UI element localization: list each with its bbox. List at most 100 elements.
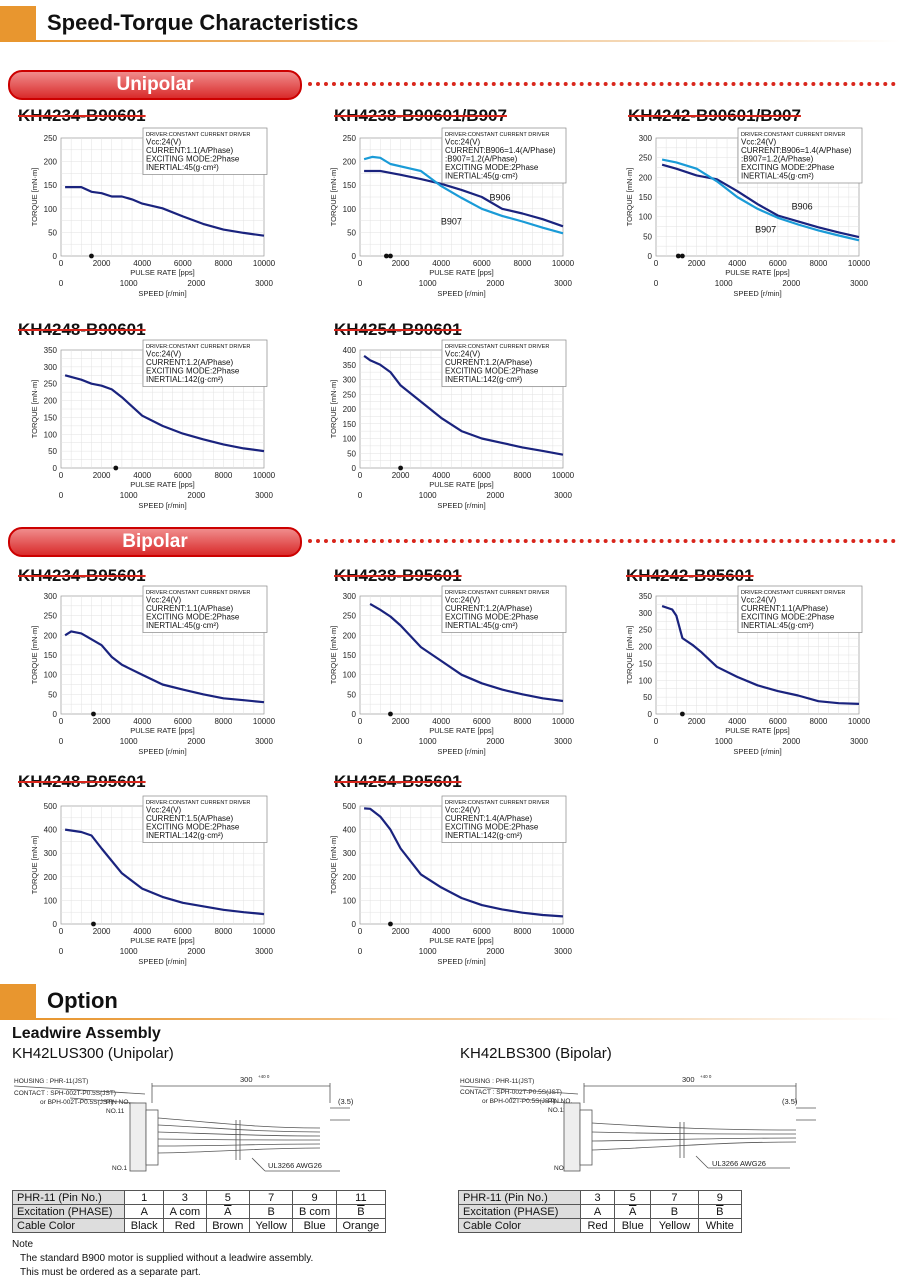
spec-box — [142, 127, 268, 175]
spec-line: EXCITING MODE:2Phase — [146, 823, 240, 832]
table-cell: 5 — [205, 1190, 250, 1205]
spec-line: INERTIAL:142(g·cm²) — [445, 375, 523, 384]
table-cell: 9 — [292, 1190, 337, 1205]
y-tick-label: 100 — [343, 896, 357, 905]
speed-tick-label: 0 — [59, 737, 64, 746]
table-cell: Black — [124, 1218, 165, 1233]
x-tick-label: 8000 — [215, 259, 233, 268]
contact-alt-label: or BPH-002T-P0.5S(JST) — [482, 1098, 555, 1105]
x-tick-label: 4000 — [432, 471, 450, 480]
speed-axis-label: SPEED [r/min] — [437, 747, 485, 756]
spec-line: DRIVER:CONSTANT CURRENT DRIVER — [146, 344, 250, 350]
y-axis-label: TORQUE [mN·m] — [30, 626, 39, 685]
x-tick-label: 10000 — [848, 259, 871, 268]
y-tick-label: 100 — [343, 205, 357, 214]
series-line — [661, 163, 860, 239]
speed-tick-label: 2000 — [782, 279, 800, 288]
spec-line: INERTIAL:45(g·cm²) — [146, 621, 219, 630]
speed-tick-label: 0 — [358, 491, 363, 500]
spec-box — [441, 585, 567, 633]
y-tick-label: 300 — [343, 376, 357, 385]
x-tick-label: 0 — [59, 259, 64, 268]
speed-tick-label: 2000 — [187, 737, 205, 746]
speed-tick-label: 1000 — [419, 737, 437, 746]
y-tick-label: 200 — [343, 158, 357, 167]
table-cell: A — [579, 1204, 616, 1219]
y-tick-label: 0 — [352, 920, 357, 929]
x-axis-label: PULSE RATE [pps] — [725, 726, 789, 735]
spec-line: Vcc:24(V) — [445, 806, 480, 815]
x-tick-label: 6000 — [174, 471, 192, 480]
series-line — [363, 355, 564, 456]
y-tick-label: 250 — [44, 380, 58, 389]
x-tick-label: 6000 — [473, 717, 491, 726]
y-tick-label: 50 — [643, 232, 652, 241]
x-tick-label: 10000 — [253, 717, 276, 726]
length-dimension: 300 — [240, 1075, 253, 1084]
series-line — [64, 374, 265, 453]
y-tick-label: 100 — [639, 676, 653, 685]
chart-title: KH4254-B95601 — [334, 772, 462, 791]
series-annotation: B906 — [792, 202, 813, 212]
data-point — [91, 921, 96, 927]
spec-line: INERTIAL:45(g·cm²) — [146, 163, 219, 172]
y-tick-label: 150 — [639, 659, 653, 668]
y-axis-label: TORQUE [mN·m] — [329, 168, 338, 227]
bipolar-assembly-name: KH42LBS300 (Bipolar) — [460, 1045, 612, 1062]
x-axis-label: PULSE RATE [pps] — [429, 480, 493, 489]
spec-box — [142, 339, 268, 387]
note-line-1: The standard B900 motor is supplied with… — [20, 1253, 314, 1264]
speed-tick-label: 0 — [358, 737, 363, 746]
speed-tick-label: 2000 — [782, 737, 800, 746]
chart-group: 0 50 100 150 200 250 300 350 0 2000 4000 6000 8000 10… — [625, 585, 871, 756]
x-tick-label: 10000 — [552, 717, 575, 726]
x-tick-label: 10000 — [552, 471, 575, 480]
contact-alt-label: or BPH-002T-P0.5S(JST) — [40, 1099, 113, 1106]
y-tick-label: 150 — [343, 181, 357, 190]
series-annotation: B906 — [490, 192, 511, 202]
series-line — [363, 155, 564, 235]
y-axis-label: TORQUE [mN·m] — [329, 836, 338, 895]
spec-line: CURRENT:1.1(A/Phase) — [741, 604, 828, 613]
series-line — [64, 630, 265, 704]
speed-tick-label: 0 — [358, 279, 363, 288]
spec-line: DRIVER:CONSTANT CURRENT DRIVER — [146, 132, 250, 138]
speed-tick-label: 3000 — [255, 737, 273, 746]
spec-line: CURRENT:B906=1.4(A/Phase) — [445, 146, 556, 155]
speed-tick-label: 1000 — [120, 947, 138, 956]
x-tick-label: 2000 — [688, 717, 706, 726]
x-tick-label: 2000 — [392, 927, 410, 936]
bipolar-leadwire-drawing: HOUSING : PHR-11(JST) CONTACT : SPH-002T… — [459, 1074, 816, 1172]
table-cell: White — [697, 1218, 743, 1233]
unipolar-pin-table: PHR-11 (Pin No.) 1 3 5 7 9 11 Excitation… — [11, 1190, 387, 1233]
dimension-35: (3.5) — [782, 1097, 798, 1106]
x-tick-label: 0 — [654, 717, 659, 726]
y-tick-label: 200 — [44, 397, 58, 406]
data-point — [398, 465, 403, 471]
cable-spec: UL3266 AWG26 — [268, 1161, 322, 1170]
chart-title: KH4248-B95601 — [18, 772, 146, 791]
table-cell: 7 — [248, 1190, 294, 1205]
y-tick-label: 300 — [343, 592, 357, 601]
series-annotation: B907 — [755, 224, 776, 234]
table-cell: Cable Color — [458, 1218, 581, 1233]
speed-tick-label: 3000 — [255, 279, 273, 288]
x-tick-label: 0 — [59, 717, 64, 726]
spec-box — [737, 127, 863, 184]
spec-line: EXCITING MODE:2Phase — [741, 163, 835, 172]
y-tick-label: 200 — [343, 405, 357, 414]
y-axis-label: TORQUE [mN·m] — [625, 626, 634, 685]
table-cell: B — [650, 1204, 699, 1219]
chart-title: KH4234-B95601 — [18, 566, 146, 585]
spec-line: Vcc:24(V) — [445, 596, 480, 605]
x-axis-label: PULSE RATE [pps] — [429, 936, 493, 945]
spec-line: INERTIAL:142(g·cm²) — [146, 375, 224, 384]
speed-tick-label: 2000 — [486, 279, 504, 288]
